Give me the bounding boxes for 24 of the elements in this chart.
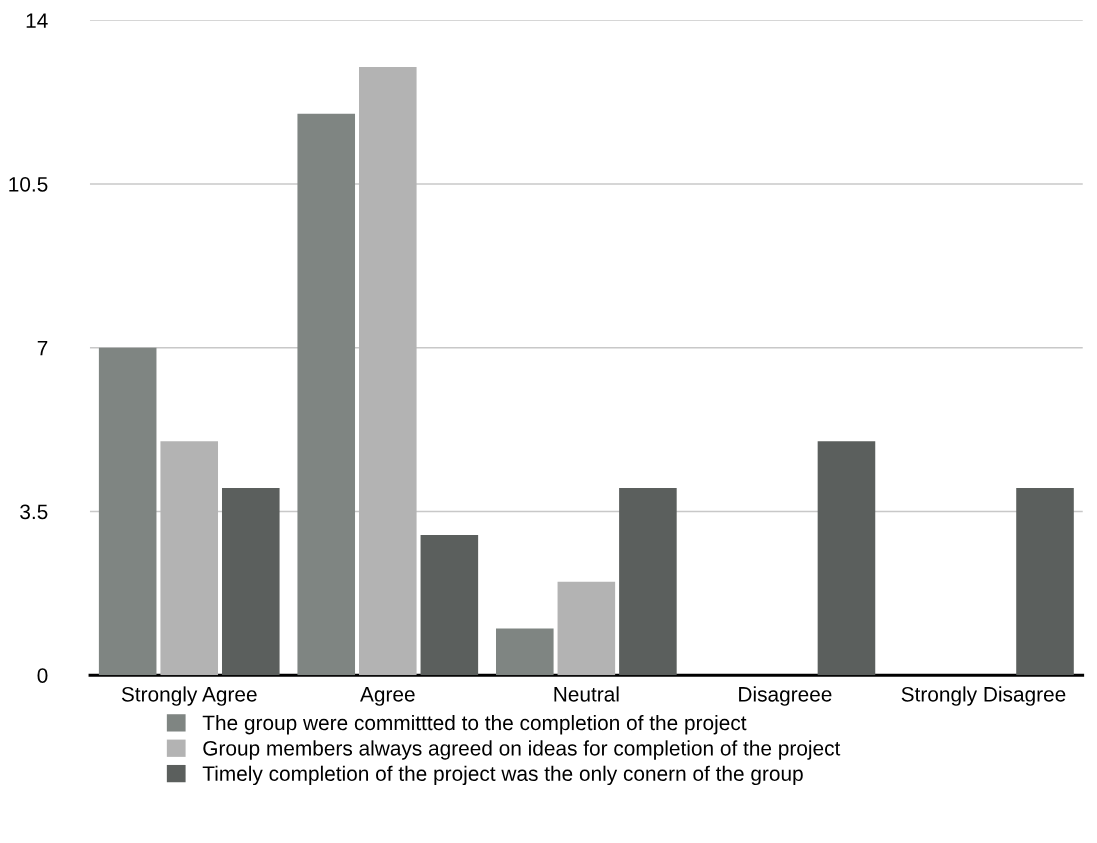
x-tick-label: Strongly Agree (121, 686, 257, 706)
y-tick-label: 0 (37, 668, 48, 683)
legend-label: The group were committted to the completion of the project (202, 714, 747, 735)
bar (359, 67, 417, 676)
x-tick-label: Disagreee (739, 686, 832, 706)
legend-label: Timely completion of the project was the only conern of the group (202, 765, 803, 786)
bar (98, 347, 157, 676)
x-tick-label: Strongly Disagree (901, 686, 1066, 706)
bar (496, 628, 554, 676)
bar (420, 534, 479, 676)
bar (619, 488, 677, 676)
y-tick-label: 7 (37, 340, 48, 356)
y-tick-label: 3.5 (20, 504, 48, 520)
bar (557, 581, 616, 676)
bar (297, 113, 356, 676)
x-tick-label: Neutral (554, 686, 619, 702)
y-tick-label: 14 (26, 13, 48, 28)
bar (160, 441, 219, 676)
legend-label: Group members always agreed on ideas for completion of the project (203, 740, 841, 760)
y-tick-label: 10.5 (9, 176, 48, 192)
bar (1016, 488, 1074, 676)
x-tick-label: Agree (360, 687, 415, 706)
bar (221, 488, 280, 676)
bar (817, 441, 876, 676)
